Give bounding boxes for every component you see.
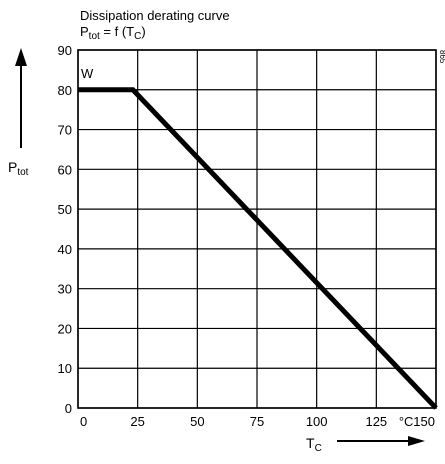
y-unit-label: W — [81, 66, 94, 81]
axes — [77, 49, 437, 409]
x-tick-label-25: 25 — [130, 414, 144, 429]
y-tick-label-90: 90 — [58, 43, 72, 58]
series-layer — [77, 87, 438, 410]
y-tick-label-40: 40 — [58, 242, 72, 257]
y-tick-label-0: 0 — [65, 401, 72, 416]
y-tick-label-20: 20 — [58, 321, 72, 336]
y-tick-label-70: 70 — [58, 123, 72, 138]
corner-mark: 865 — [438, 50, 445, 64]
x-axis-arrow — [337, 436, 425, 446]
x-tick-label-75: 75 — [250, 414, 264, 429]
y-tick-label-30: 30 — [58, 282, 72, 297]
x-tick-label-0: 0 — [80, 414, 87, 429]
x-tick-label-125: 125 — [365, 414, 387, 429]
x-axis-label: TC — [306, 435, 322, 454]
x-unit-label: °C — [399, 414, 414, 429]
y-axis-arrow — [15, 48, 27, 148]
x-tick-label-150: 150 — [413, 414, 435, 429]
y-tick-label-50: 50 — [58, 202, 72, 217]
chart-title: Dissipation derating curve — [80, 8, 230, 23]
tick-labels: 0 10 20 30 40 50 60 70 80 90 0 25 50 75 100 125 150°C — [58, 43, 435, 429]
y-tick-label-60: 60 — [58, 162, 72, 177]
y-axis-label: Ptot — [8, 159, 29, 178]
plot-frame — [77, 49, 437, 409]
y-tick-label-10: 10 — [58, 361, 72, 376]
chart-subtitle: Ptot = f (TC) — [80, 24, 146, 42]
x-tick-label-50: 50 — [190, 414, 204, 429]
x-tick-label-100: 100 — [306, 414, 328, 429]
y-tick-label-80: 80 — [58, 83, 72, 98]
